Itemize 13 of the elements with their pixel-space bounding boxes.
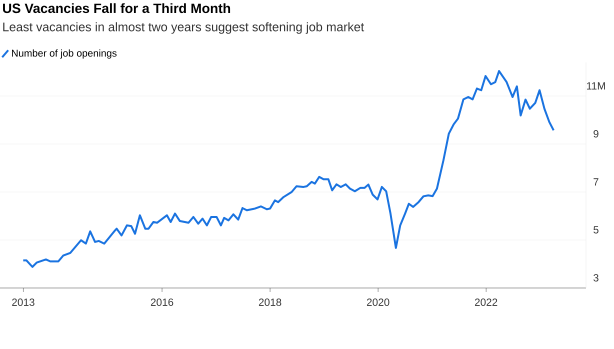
y-tick-label: 9 [594, 130, 598, 138]
y-tick-label: 3 [593, 274, 598, 282]
y-tick-label: 7 [594, 178, 598, 186]
x-tick-label: 2022 [474, 298, 498, 306]
y-tick-label: 11M [587, 82, 605, 90]
x-tick-label: 2016 [150, 298, 174, 306]
x-tick-label: 2020 [366, 298, 390, 306]
x-tick-label: 2018 [258, 298, 282, 306]
chart-subtitle: Least vacancies in almost two years suggest softening job market [3, 22, 364, 34]
y-tick-label: 5 [594, 226, 598, 234]
x-tick-label: 2013 [12, 298, 34, 306]
chart-title: US Vacancies Fall for a Third Month [3, 3, 230, 14]
legend-label: Number of job openings [12, 49, 117, 59]
